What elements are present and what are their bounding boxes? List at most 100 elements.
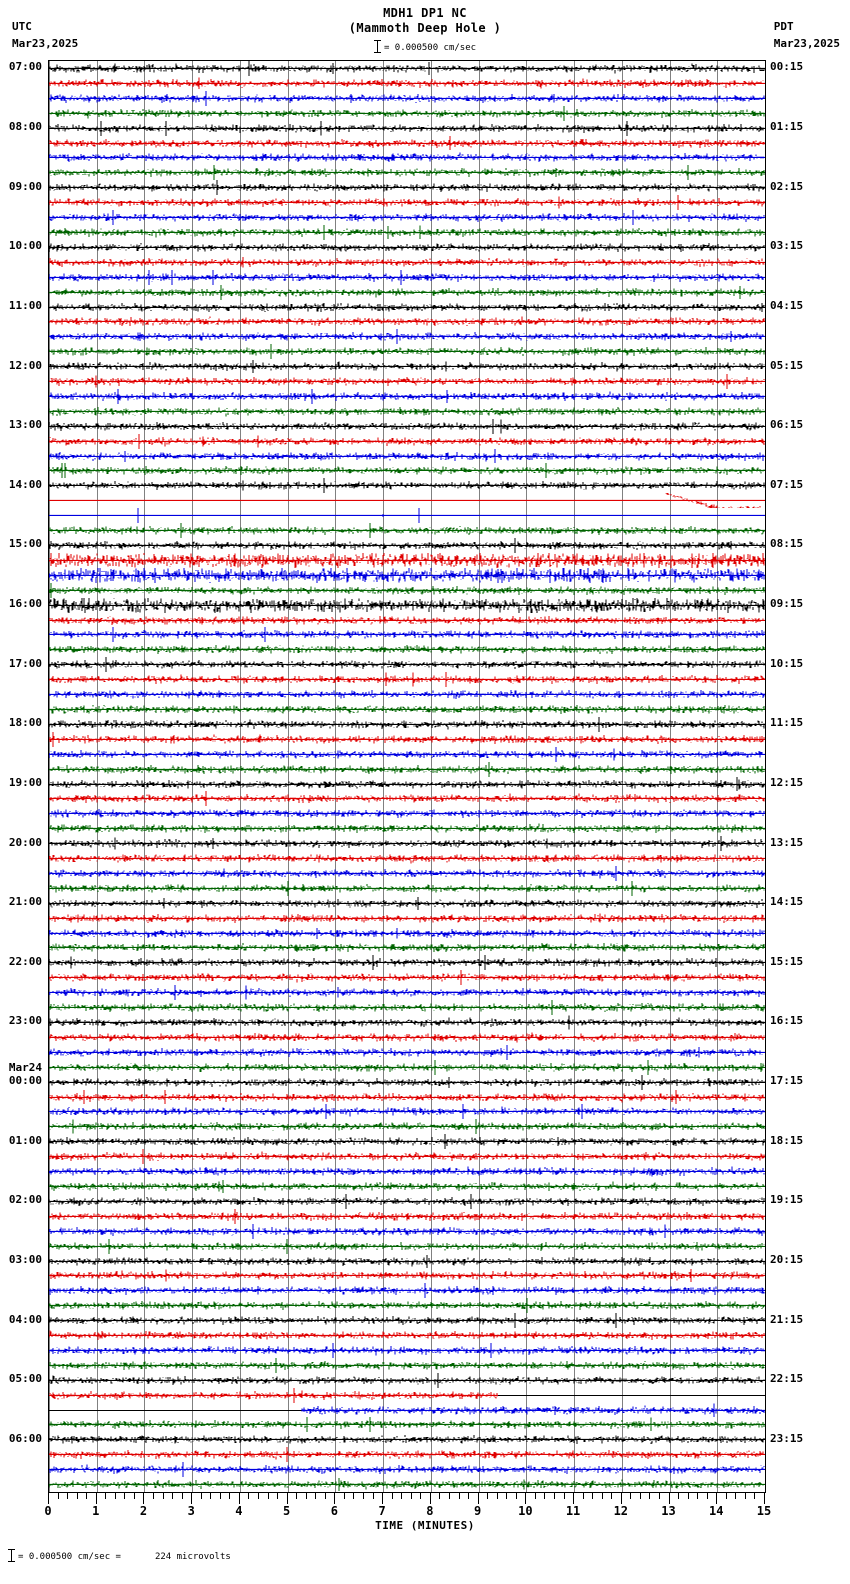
- trace-row[interactable]: [49, 1000, 765, 1015]
- trace-row[interactable]: [49, 195, 765, 211]
- trace-row[interactable]: [49, 1119, 765, 1135]
- trace-row[interactable]: [49, 388, 765, 404]
- trace-row[interactable]: [49, 478, 765, 494]
- trace-row[interactable]: [49, 374, 765, 389]
- trace-row[interactable]: [49, 1134, 765, 1150]
- trace-row[interactable]: [49, 1015, 765, 1030]
- trace-row[interactable]: [49, 418, 765, 434]
- trace-row[interactable]: [49, 150, 765, 165]
- trace-row[interactable]: [49, 210, 765, 225]
- trace-row[interactable]: [49, 702, 765, 717]
- trace-row[interactable]: [49, 1447, 765, 1463]
- trace-row[interactable]: [49, 269, 765, 285]
- trace-row[interactable]: [49, 746, 765, 762]
- trace-row[interactable]: [49, 955, 765, 971]
- trace-row[interactable]: [49, 582, 765, 598]
- trace-row[interactable]: [49, 552, 765, 568]
- trace-row[interactable]: [49, 657, 765, 673]
- trace-row[interactable]: [49, 1462, 765, 1478]
- seismogram-plot-area[interactable]: [48, 60, 766, 1493]
- trace-row[interactable]: [49, 926, 765, 941]
- trace-row[interactable]: [49, 597, 765, 613]
- trace-row[interactable]: [49, 851, 765, 866]
- trace-row[interactable]: [49, 731, 765, 747]
- trace-row[interactable]: [49, 448, 765, 464]
- trace-row[interactable]: [49, 61, 765, 76]
- trace-row[interactable]: [49, 687, 765, 702]
- trace-row[interactable]: [49, 716, 765, 732]
- trace-row[interactable]: [49, 1432, 765, 1447]
- trace-row[interactable]: [49, 627, 765, 643]
- trace-row[interactable]: [49, 642, 765, 657]
- trace-row[interactable]: [49, 821, 765, 836]
- trace-row[interactable]: [49, 493, 765, 509]
- trace-row[interactable]: [49, 940, 765, 955]
- trace-row[interactable]: [49, 880, 765, 896]
- trace-row[interactable]: [49, 791, 765, 807]
- trace-row[interactable]: [49, 1059, 765, 1075]
- trace-row[interactable]: [49, 1477, 765, 1492]
- trace-row[interactable]: [49, 538, 765, 553]
- trace-row[interactable]: [49, 1328, 765, 1343]
- trace-row[interactable]: [49, 1313, 765, 1329]
- trace-row[interactable]: [49, 508, 765, 524]
- trace-row[interactable]: [49, 1208, 765, 1224]
- trace-waveform: [49, 317, 765, 327]
- trace-row[interactable]: [49, 1387, 765, 1403]
- trace-row[interactable]: [49, 314, 765, 329]
- trace-row[interactable]: [49, 523, 765, 538]
- trace-row[interactable]: [49, 1402, 765, 1418]
- trace-row[interactable]: [49, 404, 765, 419]
- trace-row[interactable]: [49, 135, 765, 151]
- trace-row[interactable]: [49, 567, 765, 583]
- trace-row[interactable]: [49, 165, 765, 181]
- trace-row[interactable]: [49, 1074, 765, 1090]
- trace-row[interactable]: [49, 463, 765, 479]
- trace-row[interactable]: [49, 1164, 765, 1179]
- trace-row[interactable]: [49, 255, 765, 270]
- trace-row[interactable]: [49, 1298, 765, 1314]
- trace-row[interactable]: [49, 1357, 765, 1373]
- trace-row[interactable]: [49, 120, 765, 136]
- trace-row[interactable]: [49, 1044, 765, 1060]
- trace-row[interactable]: [49, 76, 765, 91]
- trace-row[interactable]: [49, 433, 765, 449]
- trace-row[interactable]: [49, 329, 765, 345]
- trace-row[interactable]: [49, 1417, 765, 1433]
- trace-row[interactable]: [49, 1223, 765, 1239]
- trace-row[interactable]: [49, 970, 765, 986]
- trace-row[interactable]: [49, 1104, 765, 1120]
- trace-row[interactable]: [49, 90, 765, 106]
- trace-row[interactable]: [49, 359, 765, 374]
- trace-row[interactable]: [49, 1254, 765, 1269]
- trace-row[interactable]: [49, 985, 765, 1001]
- trace-row[interactable]: [49, 1268, 765, 1283]
- trace-row[interactable]: [49, 896, 765, 911]
- trace-row[interactable]: [49, 1372, 765, 1388]
- trace-row[interactable]: [49, 1179, 765, 1194]
- trace-row[interactable]: [49, 1149, 765, 1165]
- trace-row[interactable]: [49, 344, 765, 360]
- trace-row[interactable]: [49, 865, 765, 881]
- trace-row[interactable]: [49, 1089, 765, 1105]
- trace-row[interactable]: [49, 761, 765, 777]
- trace-row[interactable]: [49, 1342, 765, 1358]
- trace-row[interactable]: [49, 180, 765, 196]
- trace-row[interactable]: [49, 1193, 765, 1209]
- trace-row[interactable]: [49, 836, 765, 852]
- trace-row[interactable]: [49, 806, 765, 821]
- trace-row[interactable]: [49, 613, 765, 628]
- trace-waveform: [49, 1044, 765, 1060]
- trace-waveform: [49, 120, 765, 136]
- trace-row[interactable]: [49, 1030, 765, 1045]
- trace-row[interactable]: [49, 224, 765, 240]
- trace-row[interactable]: [49, 1238, 765, 1254]
- trace-row[interactable]: [49, 284, 765, 300]
- trace-row[interactable]: [49, 776, 765, 792]
- trace-row[interactable]: [49, 240, 765, 255]
- trace-row[interactable]: [49, 911, 765, 926]
- trace-row[interactable]: [49, 105, 765, 121]
- trace-row[interactable]: [49, 300, 765, 315]
- trace-row[interactable]: [49, 672, 765, 688]
- trace-row[interactable]: [49, 1283, 765, 1299]
